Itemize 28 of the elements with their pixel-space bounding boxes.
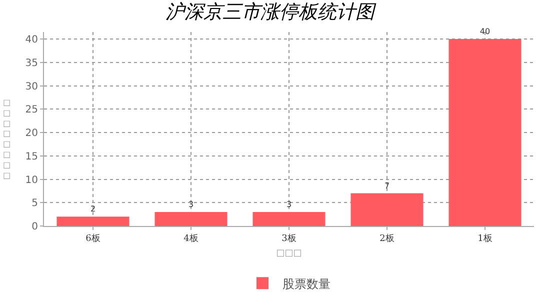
data-label: 3 [286,200,292,209]
data-label: 3 [188,200,194,209]
data-label: 7 [384,181,390,190]
bar [252,212,326,226]
bar [448,39,522,226]
y-axis-title: □□□□□□□□ [3,98,11,180]
x-tick-label: 3板 [282,232,296,244]
y-tick-label: 25 [25,104,38,116]
x-tick-label: 4板 [184,232,198,244]
bar [350,193,424,226]
y-tick-label: 40 [25,34,38,46]
bar [56,216,130,226]
data-label: 2 [90,204,96,214]
y-tick-label: 35 [25,58,38,69]
y-tick-label: 10 [25,174,38,186]
y-tick-label: 0 [32,222,38,232]
x-axis-title: □□□ [276,248,302,259]
x-tick-label: 1板 [478,232,492,244]
y-tick-label: 30 [25,81,38,92]
chart-title: 沪深京三市涨停板统计图 [166,0,376,23]
bar [154,212,228,226]
x-tick-label: 2板 [380,232,394,244]
y-tick-label: 5 [32,198,38,210]
x-tick-label: 6板 [86,232,100,244]
legend-label: 股票数量 [282,276,330,291]
y-tick-label: 20 [25,128,38,140]
y-tick-label: 15 [25,151,38,162]
data-label: 40 [480,27,490,36]
